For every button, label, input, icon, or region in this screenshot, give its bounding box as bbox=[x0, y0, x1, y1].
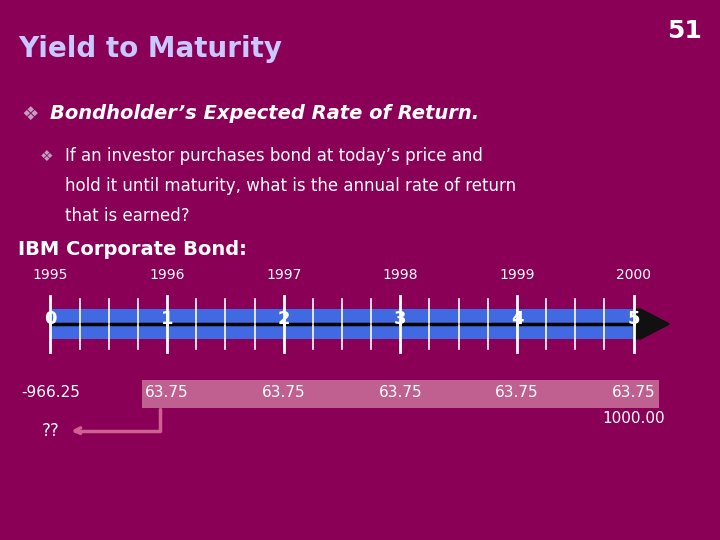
Text: hold it until maturity, what is the annual rate of return: hold it until maturity, what is the annu… bbox=[65, 177, 516, 195]
Text: Bondholder’s Expected Rate of Return.: Bondholder’s Expected Rate of Return. bbox=[50, 104, 480, 123]
Text: 63.75: 63.75 bbox=[379, 386, 422, 400]
Text: 4: 4 bbox=[510, 309, 523, 328]
Text: 51: 51 bbox=[667, 19, 702, 43]
Text: 0: 0 bbox=[44, 309, 57, 328]
Text: Yield to Maturity: Yield to Maturity bbox=[18, 35, 282, 63]
Text: 1997: 1997 bbox=[266, 268, 302, 282]
Text: that is earned?: that is earned? bbox=[65, 207, 189, 225]
FancyArrow shape bbox=[634, 309, 670, 339]
Text: 2000: 2000 bbox=[616, 268, 651, 282]
Text: ??: ?? bbox=[42, 422, 59, 440]
Text: ❖: ❖ bbox=[22, 105, 39, 124]
Text: 5: 5 bbox=[627, 309, 640, 328]
Text: 63.75: 63.75 bbox=[145, 386, 189, 400]
Text: 63.75: 63.75 bbox=[495, 386, 539, 400]
Text: 63.75: 63.75 bbox=[612, 386, 655, 400]
Text: 2: 2 bbox=[277, 309, 290, 328]
Text: 1: 1 bbox=[161, 309, 174, 328]
Text: 1999: 1999 bbox=[499, 268, 535, 282]
Text: 3: 3 bbox=[394, 309, 407, 328]
FancyBboxPatch shape bbox=[50, 309, 634, 339]
Text: 1000.00: 1000.00 bbox=[603, 411, 665, 426]
Text: 1995: 1995 bbox=[32, 268, 68, 282]
Text: -966.25: -966.25 bbox=[21, 386, 80, 400]
Text: 1996: 1996 bbox=[149, 268, 185, 282]
FancyBboxPatch shape bbox=[142, 380, 659, 408]
Text: IBM Corporate Bond:: IBM Corporate Bond: bbox=[18, 240, 247, 259]
Text: If an investor purchases bond at today’s price and: If an investor purchases bond at today’s… bbox=[65, 147, 482, 165]
Text: 63.75: 63.75 bbox=[262, 386, 305, 400]
Text: 1998: 1998 bbox=[382, 268, 418, 282]
Text: ❖: ❖ bbox=[40, 148, 53, 164]
